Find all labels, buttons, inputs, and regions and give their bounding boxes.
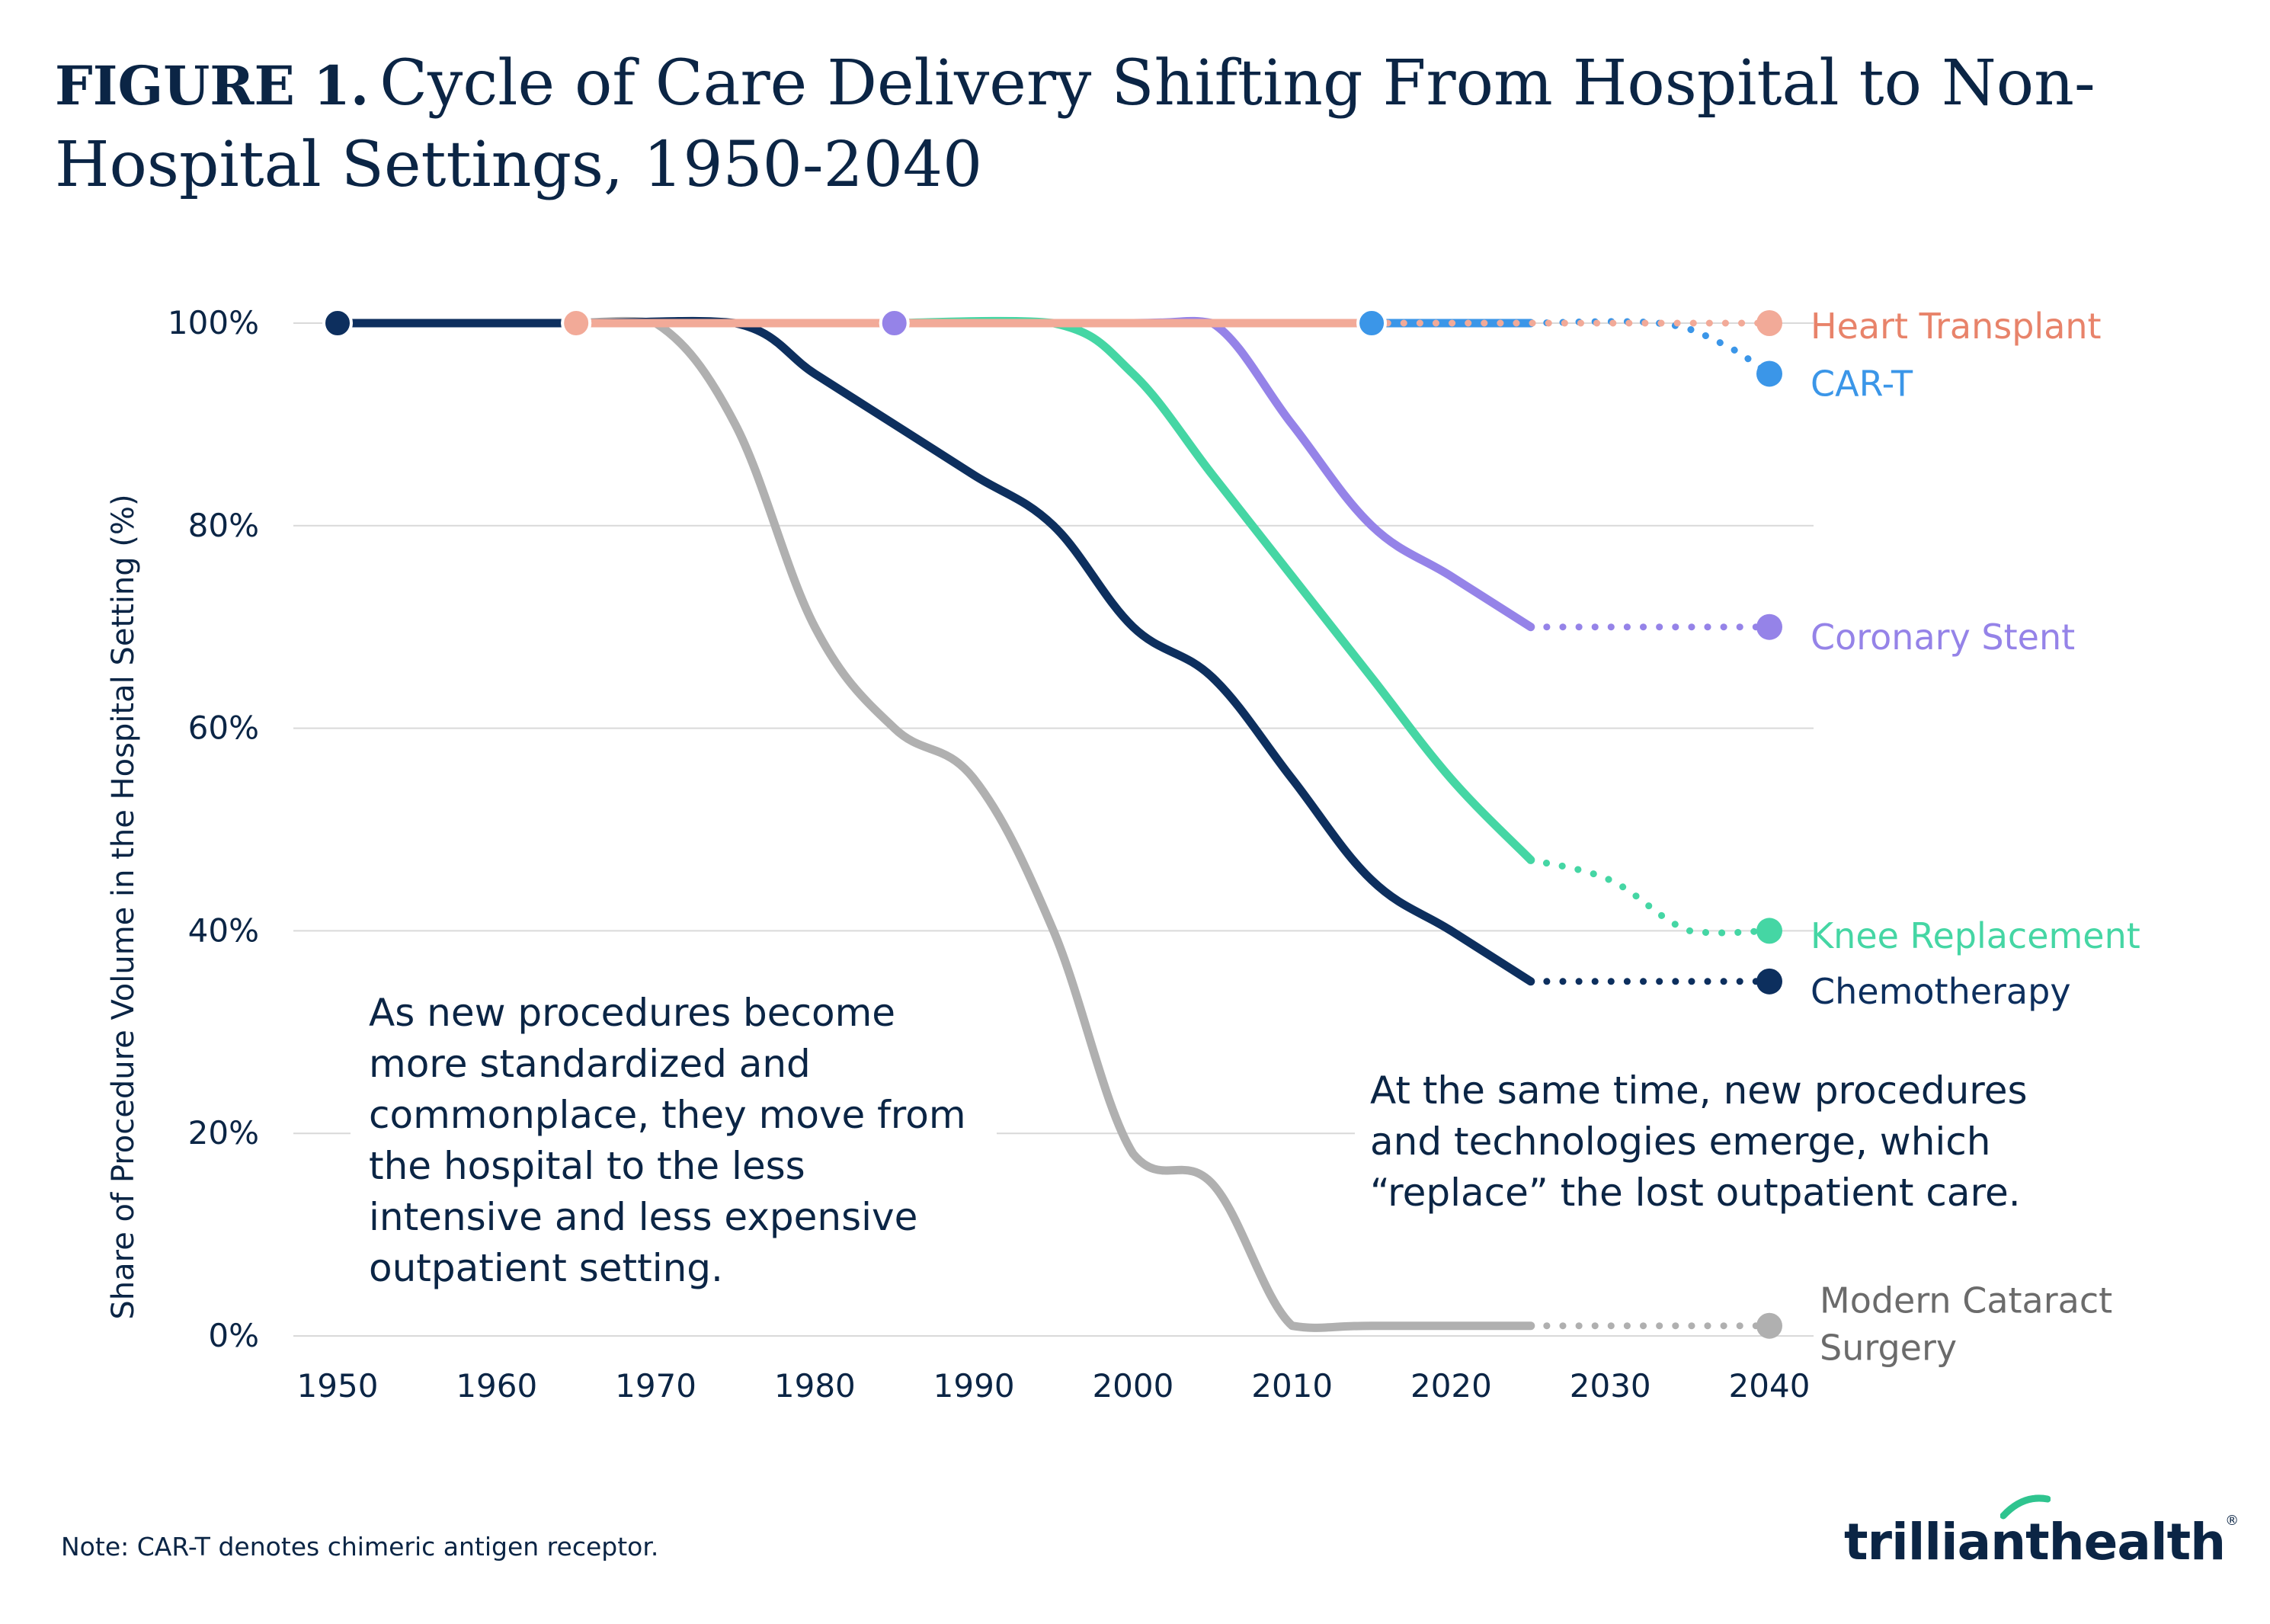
x-tick-label: 2010 — [1251, 1367, 1333, 1405]
series-labels: Modern Cataract Surgery Chemotherapy Knee R… — [1811, 306, 2140, 1368]
heart-transplant-start-marker — [561, 308, 592, 338]
x-tick-label: 1990 — [933, 1367, 1015, 1405]
coronary-stent-label: Coronary Stent — [1811, 617, 2075, 658]
car-t-label: CAR-T — [1811, 364, 1913, 405]
x-tick-label: 1960 — [456, 1367, 537, 1405]
series-lines — [333, 316, 1773, 1332]
coronary-stent-end-marker — [1756, 613, 1782, 640]
chemotherapy-label: Chemotherapy — [1811, 971, 2071, 1012]
coronary-stent-start-marker — [879, 308, 910, 338]
modern-cataract-surgery-line — [572, 316, 1535, 1332]
heart-transplant-end-marker — [1756, 310, 1782, 336]
x-tick-label: 2000 — [1092, 1367, 1173, 1405]
knee-replacement-label: Knee Replacement — [1811, 915, 2140, 956]
y-tick-label: 0% — [208, 1317, 259, 1354]
knee-replacement-projected-line — [1527, 856, 1773, 937]
trilliant-health-logo: trillianthealth® — [1844, 1494, 2239, 1571]
x-tick-label: 2020 — [1410, 1367, 1492, 1405]
chart-title: FIGURE 1. Cycle of Care Delivery Shifting… — [55, 44, 2234, 205]
car-t-projected-line — [1527, 318, 1773, 377]
y-axis-ticks: 0% 20% 40% 60% 80% 100% — [168, 304, 259, 1354]
x-axis-ticks: 1950 1960 1970 1980 1990 2000 2010 2020 2030 2040 — [297, 1367, 1811, 1405]
chemotherapy-end-marker — [1756, 968, 1782, 995]
y-tick-label: 80% — [188, 507, 259, 544]
series-markers — [322, 308, 1782, 1339]
y-tick-label: 40% — [188, 911, 259, 949]
modern-cataract-surgery-end-marker — [1756, 1312, 1782, 1339]
y-tick-label: 60% — [188, 709, 259, 747]
logo-swoosh-icon — [2000, 1494, 2051, 1520]
footnote: Note: CAR-T denotes chimeric antigen rec… — [61, 1532, 659, 1562]
x-tick-label: 1980 — [774, 1367, 856, 1405]
y-tick-label: 20% — [188, 1114, 259, 1152]
logo-text-trilliant: trilliant — [1844, 1513, 2050, 1571]
x-tick-label: 2040 — [1729, 1367, 1811, 1405]
knee-replacement-end-marker — [1756, 918, 1782, 944]
figure-label: FIGURE 1. — [55, 54, 370, 117]
heart-transplant-label: Heart Transplant — [1811, 306, 2102, 347]
figure-title: Cycle of Care Delivery Shifting From Hos… — [55, 47, 2096, 201]
car-t-start-marker — [1356, 308, 1388, 338]
car-t-end-marker — [1756, 360, 1782, 387]
logo-text-health: health — [2048, 1513, 2226, 1571]
modern-cataract-surgery-label: Modern Cataract Surgery — [1820, 1280, 2112, 1368]
annotation-left: As new procedures become more standardiz… — [351, 982, 997, 1300]
knee-replacement-line — [890, 316, 1535, 864]
chemotherapy-start-marker — [322, 308, 353, 338]
y-tick-label: 100% — [168, 304, 259, 341]
x-tick-label: 1950 — [297, 1367, 379, 1405]
registered-mark: ® — [2225, 1513, 2239, 1529]
annotation-right: At the same time, new procedures and tec… — [1355, 1062, 2117, 1222]
x-tick-label: 2030 — [1570, 1367, 1651, 1405]
x-tick-label: 1970 — [615, 1367, 696, 1405]
y-axis-label: Share of Procedure Volume in the Hospita… — [106, 494, 141, 1319]
